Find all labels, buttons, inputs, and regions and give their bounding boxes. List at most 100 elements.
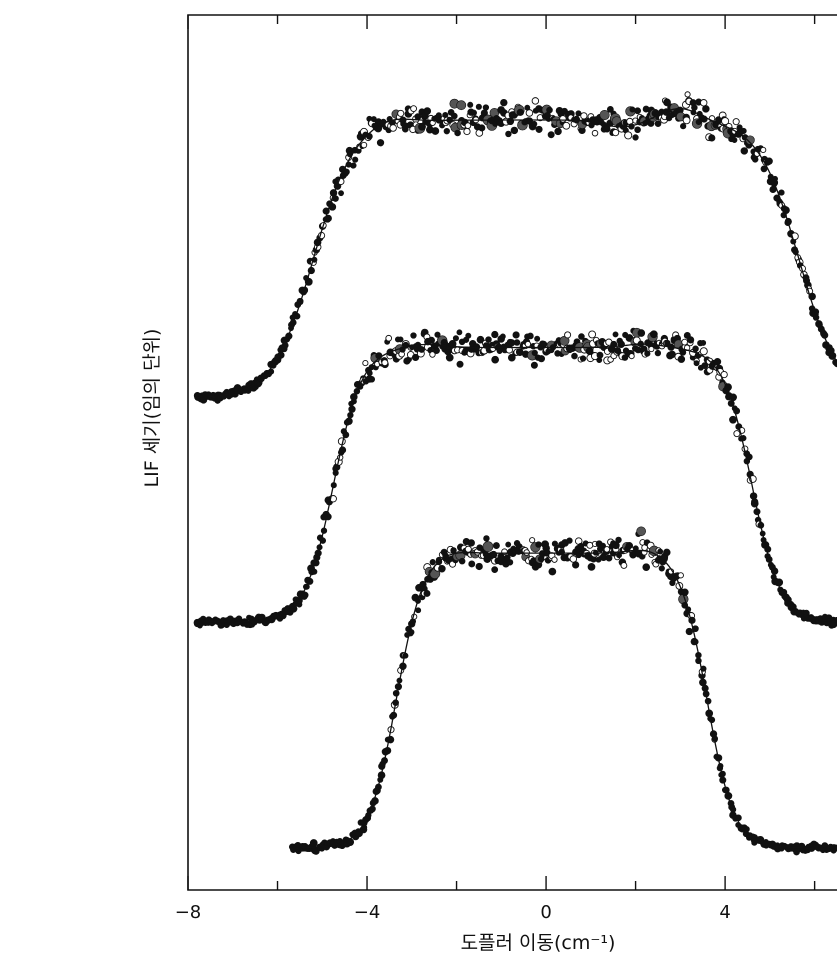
data-point	[733, 430, 741, 438]
data-point	[732, 118, 740, 126]
data-point	[499, 333, 506, 340]
data-point	[611, 128, 620, 137]
data-point	[591, 129, 599, 137]
data-point	[464, 122, 472, 129]
data-point	[478, 124, 486, 132]
data-point	[505, 346, 513, 354]
data-point	[482, 541, 494, 552]
data-point	[463, 127, 471, 136]
data-point	[599, 109, 610, 121]
data-point	[684, 91, 691, 98]
data-point	[429, 559, 436, 566]
data-point	[580, 112, 588, 120]
data-point	[699, 347, 708, 356]
data-point	[531, 120, 538, 127]
data-point	[429, 351, 436, 358]
x-tick-label: −4	[354, 902, 381, 923]
data-point	[360, 141, 368, 149]
data-point	[397, 109, 405, 117]
data-point	[702, 105, 710, 113]
data-point	[713, 358, 722, 366]
fit-curve-3	[293, 549, 836, 849]
data-point	[467, 101, 474, 108]
data-point	[648, 345, 655, 353]
data-point	[586, 541, 594, 549]
data-point	[468, 560, 476, 568]
data-point	[681, 338, 689, 346]
plot-frame	[187, 14, 837, 891]
data-point	[559, 115, 567, 123]
data-point	[765, 157, 773, 165]
data-point	[599, 542, 606, 549]
data-point	[634, 107, 642, 115]
data-point	[588, 330, 597, 339]
data-point	[467, 539, 475, 547]
data-point	[572, 561, 580, 569]
data-point	[634, 126, 641, 134]
data-point	[505, 541, 512, 548]
data-point	[564, 331, 572, 339]
data-point	[691, 104, 698, 111]
data-point	[451, 112, 458, 120]
data-point	[612, 541, 620, 550]
data-point	[525, 109, 534, 117]
data-point	[410, 332, 417, 339]
data-point	[362, 360, 369, 367]
data-point	[740, 127, 747, 135]
data-point	[516, 108, 524, 116]
data-point	[778, 189, 785, 196]
data-point	[513, 339, 521, 346]
data-point	[731, 137, 738, 143]
data-point	[658, 565, 665, 572]
data-point	[644, 350, 651, 357]
data-point	[443, 128, 450, 135]
data-point	[649, 330, 658, 339]
data-point	[365, 133, 373, 140]
data-point	[376, 139, 385, 147]
data-point	[686, 336, 695, 344]
data-point	[571, 352, 578, 360]
data-point	[510, 126, 519, 135]
data-point	[701, 362, 709, 369]
data-point	[347, 838, 354, 845]
data-point	[418, 346, 426, 353]
data-point	[465, 332, 472, 339]
data-point	[624, 131, 633, 140]
data-point	[456, 100, 467, 111]
data-point	[350, 162, 357, 169]
data-point	[554, 127, 562, 136]
data-point	[587, 563, 596, 571]
data-point	[693, 360, 700, 367]
data-point	[685, 627, 693, 636]
data-point	[415, 607, 422, 614]
data-point	[431, 127, 440, 135]
data-point	[537, 355, 545, 363]
data-point	[512, 331, 520, 339]
data-point	[535, 125, 543, 133]
data-point	[343, 168, 350, 176]
data-point	[529, 537, 536, 544]
data-point	[620, 562, 628, 569]
data-point	[663, 548, 671, 557]
data-point	[338, 190, 344, 197]
data-point	[628, 353, 635, 360]
data-point	[505, 130, 512, 138]
data-point	[506, 117, 515, 126]
data-point	[740, 147, 749, 155]
data-point	[605, 554, 613, 562]
data-point	[489, 550, 498, 559]
data-point	[700, 339, 707, 346]
data-point	[309, 839, 318, 847]
data-point	[527, 332, 534, 340]
data-point	[760, 146, 767, 154]
data-point	[500, 98, 508, 107]
data-point	[642, 563, 651, 571]
data-point	[491, 566, 499, 574]
data-point	[530, 361, 538, 369]
data-point	[692, 345, 699, 353]
data-point	[606, 106, 614, 113]
data-point	[458, 557, 466, 565]
data-point	[485, 336, 492, 343]
data-point	[368, 376, 376, 383]
